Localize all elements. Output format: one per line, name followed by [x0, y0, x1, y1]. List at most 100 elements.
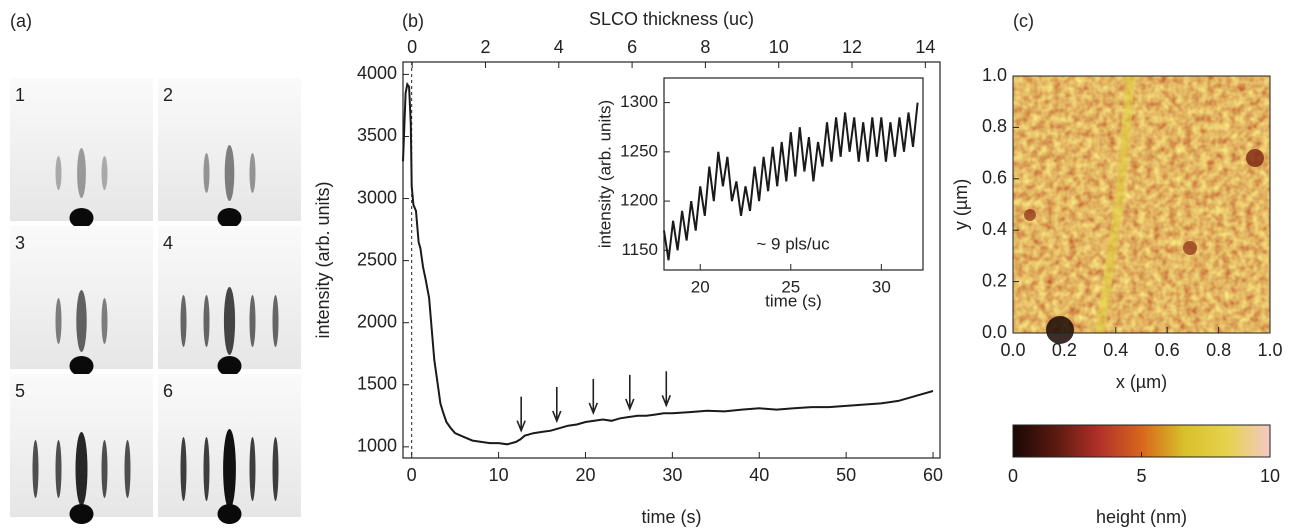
- rheed-streak: [203, 295, 210, 347]
- x-tick-label: 0.6: [1155, 340, 1180, 360]
- rheed-spot: [217, 504, 242, 524]
- arrow: [552, 386, 562, 424]
- y-axis-label: y (µm): [951, 179, 971, 230]
- y-tick-label: 3000: [357, 187, 397, 207]
- y-tick-label: 1300: [620, 92, 658, 111]
- x2-tick-label: 14: [915, 37, 935, 57]
- rheed-spot: [217, 356, 242, 376]
- rheed-streak: [101, 156, 108, 190]
- rheed-spot: [69, 356, 94, 376]
- rheed-panel: 1 2 3 4 5 6: [10, 78, 301, 524]
- rheed-streak: [272, 295, 279, 347]
- rheed-streak: [55, 440, 62, 498]
- rheed-streak: [223, 287, 236, 355]
- x-tick-label: 0: [407, 465, 417, 485]
- x-axis-label: x (µm): [1116, 372, 1167, 392]
- rheed-label: 3: [15, 233, 25, 253]
- rheed-streak: [76, 290, 87, 352]
- afm-image: [1012, 75, 1271, 344]
- colorbar-label: height (nm): [1096, 507, 1187, 527]
- afm-pit: [1246, 149, 1264, 167]
- y-tick-label: 0.8: [982, 116, 1007, 136]
- afm-texture: [1013, 76, 1270, 333]
- y-tick-label: 1200: [620, 191, 658, 210]
- afm-pit: [1024, 209, 1036, 221]
- x2-tick-label: 10: [769, 37, 789, 57]
- x-tick-label: 0.0: [1000, 340, 1025, 360]
- rheed-tile: [10, 78, 153, 221]
- y-tick-label: 3500: [357, 125, 397, 145]
- plot-frame: [663, 77, 924, 271]
- colorbar: [1012, 424, 1271, 458]
- afm-pit: [1183, 241, 1197, 255]
- x2-tick-label: 6: [627, 37, 637, 57]
- rheed-spot: [217, 208, 242, 228]
- colorbar-tick-label: 5: [1136, 466, 1146, 486]
- rheed-label: 5: [15, 381, 25, 401]
- rheed-label: 1: [15, 85, 25, 105]
- afm-ridge: [1095, 75, 1135, 334]
- y-tick-label: 0.4: [982, 219, 1007, 239]
- rheed-streak: [101, 440, 108, 498]
- x-tick-label: 60: [923, 465, 943, 485]
- x-tick-label: 50: [836, 465, 856, 485]
- rheed-streak: [203, 437, 210, 501]
- x2-tick-label: 12: [842, 37, 862, 57]
- y-axis-label: intensity (arb. units): [313, 181, 333, 338]
- y-tick-label: 1250: [620, 141, 658, 160]
- arrow: [625, 374, 635, 412]
- afm-frame: [1012, 75, 1271, 334]
- rheed-streak: [180, 437, 187, 501]
- rheed-spot: [69, 504, 94, 524]
- rheed-label: 4: [163, 233, 173, 253]
- y-tick-label: 0.2: [982, 270, 1007, 290]
- x-tick-label: 20: [691, 277, 710, 296]
- x-tick-label: 30: [872, 277, 891, 296]
- panel-label: (a): [10, 11, 32, 31]
- y-tick-label: 1150: [621, 240, 658, 259]
- rheed-label: 2: [163, 85, 173, 105]
- y-tick-label: 2000: [357, 311, 397, 331]
- y-tick-label: 0.0: [982, 322, 1007, 342]
- colorbar-tick-label: 0: [1008, 466, 1018, 486]
- rheed-streak: [249, 295, 256, 347]
- y-tick-label: 1500: [357, 374, 397, 394]
- panel-label: (c): [1013, 11, 1034, 31]
- rheed-label: 6: [163, 381, 173, 401]
- data-line: [402, 81, 934, 446]
- y-tick-label: 4000: [357, 63, 397, 83]
- data-line: [663, 102, 919, 261]
- x-tick-label: 0.4: [1103, 340, 1128, 360]
- rheed-streak: [249, 437, 256, 501]
- x-tick-label: 40: [749, 465, 769, 485]
- arrow: [661, 371, 672, 408]
- x-tick-label: 1.0: [1257, 340, 1282, 360]
- x-tick-label: 20: [575, 465, 595, 485]
- x2-tick-label: 8: [700, 37, 710, 57]
- x2-tick-label: 0: [407, 37, 417, 57]
- y-tick-label: 0.6: [982, 168, 1007, 188]
- y-tick-label: 1000: [357, 436, 397, 456]
- rheed-spot: [69, 208, 94, 228]
- arrow: [588, 378, 599, 416]
- x-tick-label: 0.8: [1206, 340, 1231, 360]
- rheed-streak: [75, 432, 88, 506]
- x-tick-label: 0.2: [1052, 340, 1077, 360]
- panel-label: (b): [402, 11, 424, 31]
- y-tick-label: 2500: [357, 249, 397, 269]
- rheed-streak: [224, 145, 235, 201]
- x-tick-label: 25: [781, 277, 800, 296]
- x-tick-label: 30: [662, 465, 682, 485]
- x-axis-label: time (s): [642, 507, 702, 527]
- x2-tick-label: 4: [554, 37, 564, 57]
- x-tick-label: 10: [489, 465, 509, 485]
- y-tick-label: 1.0: [982, 65, 1007, 85]
- rheed-streak: [55, 298, 62, 344]
- annotation: ~ 9 pls/uc: [756, 234, 830, 253]
- rheed-streak: [101, 298, 108, 344]
- x2-tick-label: 2: [480, 37, 490, 57]
- rheed-streak: [77, 148, 86, 198]
- rheed-streak: [124, 440, 131, 498]
- rheed-streak: [249, 153, 256, 193]
